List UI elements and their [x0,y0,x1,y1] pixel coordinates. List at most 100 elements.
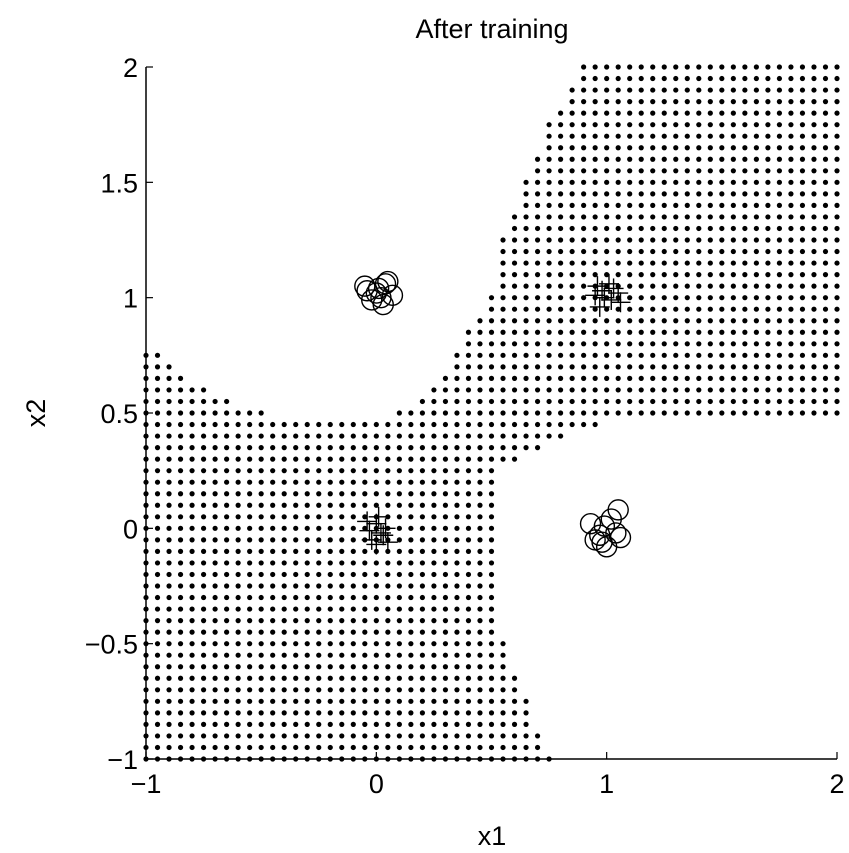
region-dot [339,583,345,589]
region-dot [488,583,495,589]
region-dot [707,145,713,151]
region-dot [684,122,690,128]
region-dot [419,733,425,739]
region-dot [304,629,310,635]
region-dot [569,398,575,405]
region-dot [373,675,379,681]
region-dot [465,560,472,566]
region-dot [350,583,356,589]
region-dot [788,99,794,105]
region-dot [627,202,633,208]
region-dot [788,410,794,416]
region-dot [569,341,575,347]
plus-point [594,287,615,308]
region-dot [327,641,333,647]
region-dot [431,502,437,508]
region-dot [799,87,806,93]
region-dot [177,687,184,693]
region-dot [339,641,345,647]
region-dot [304,594,310,601]
data-series [354,270,632,558]
region-dot [235,675,241,681]
region-dot [385,606,391,612]
region-dot [650,352,656,358]
region-dot [822,272,829,278]
region-dot [431,514,437,520]
region-dot [581,375,587,381]
region-dot [477,456,483,462]
region-dot [684,225,690,232]
region-dot [212,433,218,439]
region-dot [212,410,218,416]
region-dot [304,468,310,474]
region-dot [592,237,598,243]
region-dot [339,502,345,508]
region-dot [200,652,207,658]
y-ticks: −1−0.500.511.52 [85,53,153,775]
x-tick-label: 1 [599,769,614,799]
region-dot [247,571,253,578]
region-dot [177,410,184,416]
region-dot [442,410,449,416]
region-dot [442,664,449,670]
region-dot [696,283,702,289]
region-dot [592,272,598,278]
region-dot [776,352,783,358]
region-dot [316,583,322,589]
region-dot [673,75,679,82]
region-dot [258,468,264,474]
region-dot [488,548,495,555]
region-dot [189,514,195,520]
region-dot [742,87,748,93]
region-dot [408,433,414,439]
region-dot [408,468,414,474]
region-dot [396,664,402,670]
region-dot [592,341,598,347]
region-dot [834,99,840,105]
region-dot [834,110,840,116]
region-dot [638,248,644,255]
region-dot [581,145,587,151]
plus-point [610,292,631,313]
region-dot [788,87,794,93]
region-dot [224,629,230,635]
plus-point [375,518,396,539]
region-dot [177,560,184,566]
region-dot [385,744,391,751]
region-dot [408,664,414,670]
region-dot [788,179,794,185]
region-dot [327,548,333,555]
region-dot [834,398,840,405]
region-dot [224,710,230,716]
region-dot [811,214,817,220]
region-dot [650,202,656,208]
region-dot [281,733,287,739]
region-dot [408,675,414,681]
region-dot [304,479,310,485]
region-dot [270,445,276,451]
region-dot [477,433,483,439]
region-dot [534,445,541,451]
region-dot [511,283,518,289]
region-dot [442,537,449,543]
region-dot [154,652,161,658]
region-dot [419,710,425,716]
region-dot [477,468,483,474]
region-dot [408,421,414,428]
region-dot [224,571,230,578]
region-dot [431,733,437,739]
region-dot [316,721,322,728]
region-dot [212,664,218,670]
region-dot [546,433,552,439]
region-dot [822,64,829,70]
region-dot [719,99,725,105]
region-dot [189,675,195,681]
region-dot [696,145,702,151]
region-dot [523,698,529,704]
region-dot [581,410,587,416]
region-dot [581,133,587,139]
region-dot [258,675,264,681]
region-dot [650,64,656,70]
region-dot [166,721,172,728]
region-dot [166,537,172,543]
